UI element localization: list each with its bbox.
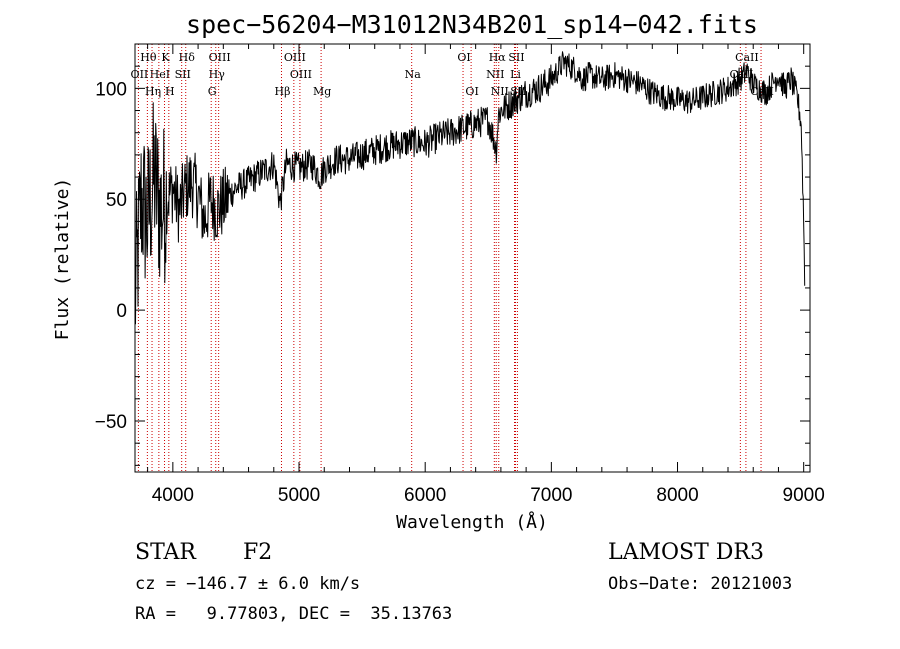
spectral-line-label: OIII bbox=[284, 51, 306, 64]
spectral-line-label: Na bbox=[405, 68, 422, 81]
spectral-line-label: CaII bbox=[735, 51, 759, 64]
x-tick-label: 4000 bbox=[152, 485, 194, 506]
spectral-line-label: HeI bbox=[150, 68, 170, 81]
spectral-line-label: Mg bbox=[313, 85, 331, 98]
x-tick-label: 9000 bbox=[783, 485, 825, 506]
survey-name: LAMOST DR3 bbox=[608, 540, 764, 565]
object-class: STAR bbox=[135, 540, 197, 565]
spectral-line-label: Hδ bbox=[179, 51, 196, 64]
spectral-line-label: SII bbox=[175, 68, 191, 81]
spectral-line-label: OII bbox=[131, 68, 149, 81]
spectral-line-label: Hα bbox=[489, 51, 507, 64]
x-tick-label: 7000 bbox=[530, 485, 572, 506]
spectral-line-label: NII bbox=[491, 85, 509, 98]
spectral-line-label: Hγ bbox=[209, 68, 226, 81]
y-tick-label: 50 bbox=[106, 190, 127, 211]
spectral-line-label: OI bbox=[457, 51, 470, 64]
spectral-line-label: Li bbox=[510, 68, 521, 81]
spectral-line-label: OIII bbox=[209, 51, 231, 64]
x-axis-label: Wavelength (Å) bbox=[396, 511, 548, 533]
spectral-line-label: G bbox=[208, 85, 217, 98]
spectrum-series bbox=[134, 51, 806, 325]
y-tick-label: 0 bbox=[116, 301, 127, 322]
spectral-line-label: Hθ bbox=[140, 51, 157, 64]
spectral-line-label: OI bbox=[465, 85, 478, 98]
spectral-line-label: Hβ bbox=[275, 85, 291, 98]
spectral-line-label: K bbox=[161, 51, 170, 64]
chart-title: spec−56204−M31012N34B201_sp14−042.fits bbox=[186, 10, 758, 39]
spectral-line-label: NII bbox=[486, 68, 504, 81]
spectral-line-label: OIII bbox=[290, 68, 312, 81]
spectral-line-label: Hη bbox=[145, 85, 161, 98]
y-tick-label: −50 bbox=[95, 412, 127, 433]
obs-date-text: Obs−Date: 20121003 bbox=[608, 574, 792, 594]
x-tick-label: 5000 bbox=[278, 485, 320, 506]
object-subclass: F2 bbox=[243, 540, 272, 565]
redshift-text: cz = −146.7 ± 6.0 km/s bbox=[135, 574, 360, 594]
coordinates-text: RA = 9.77803, DEC = 35.13763 bbox=[135, 604, 452, 624]
plot-frame bbox=[134, 43, 811, 473]
y-axis-label: Flux (relative) bbox=[52, 178, 73, 341]
x-tick-label: 8000 bbox=[656, 485, 698, 506]
x-tick-label: 6000 bbox=[404, 485, 446, 506]
spectral-line-label: H bbox=[165, 85, 175, 98]
spectral-line-label: SII bbox=[508, 51, 524, 64]
y-tick-label: 100 bbox=[95, 79, 127, 100]
ticks-layer: 4000 5000 6000 7000 8000 9000 −50 0 50 100 bbox=[95, 44, 825, 506]
